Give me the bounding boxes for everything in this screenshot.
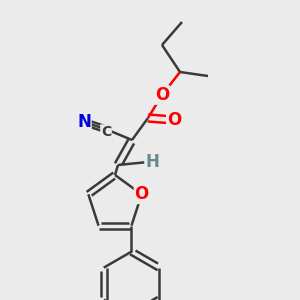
Text: O: O [155,86,169,104]
Text: H: H [145,153,159,171]
Text: O: O [134,185,149,203]
Text: O: O [167,111,181,129]
Text: N: N [77,113,91,131]
Text: C: C [101,125,111,139]
